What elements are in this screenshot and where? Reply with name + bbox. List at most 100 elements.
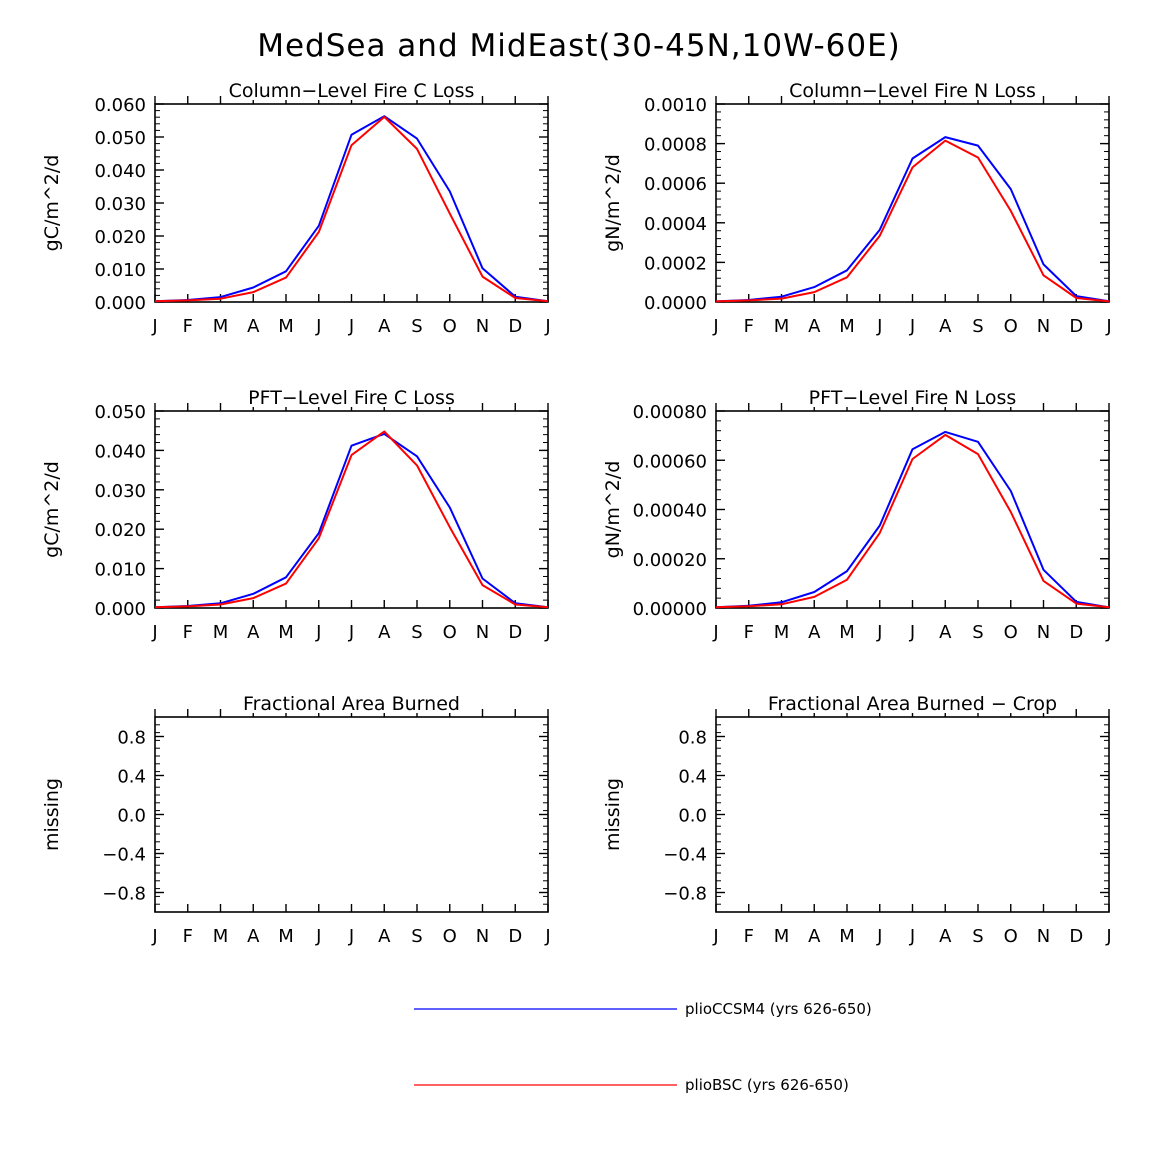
x-tick-label: S — [411, 622, 422, 643]
y-tick-label: 0.020 — [94, 227, 146, 248]
x-tick-label: O — [1004, 316, 1018, 337]
x-tick-label: N — [476, 316, 489, 337]
y-axis-label: missing — [602, 778, 624, 851]
series-line-plioCCSM4 — [715, 430, 1110, 609]
x-tick-label: J — [1105, 316, 1111, 337]
y-tick-label: 0.0 — [678, 806, 707, 827]
x-tick-label: S — [411, 316, 422, 337]
x-tick-label: N — [476, 622, 489, 643]
y-tick-label: 0.0 — [117, 806, 146, 827]
x-tick-label: A — [247, 622, 260, 643]
series-line-plioBSC — [715, 433, 1110, 609]
x-tick-label: A — [378, 926, 391, 947]
x-tick-label: F — [744, 926, 754, 947]
y-tick-label: 0.050 — [94, 402, 146, 423]
x-tick-label: A — [247, 926, 260, 947]
x-tick-label: A — [939, 316, 952, 337]
x-tick-label: S — [972, 622, 983, 643]
plot-frame — [715, 410, 1110, 609]
panel-title: Column−Level Fire C Loss — [229, 80, 475, 102]
y-tick-label: 0.050 — [94, 128, 146, 149]
x-tick-label: J — [876, 316, 882, 337]
x-tick-label: M — [213, 316, 229, 337]
y-tick-label: 0.0000 — [644, 293, 707, 314]
panel-title-bg — [225, 80, 478, 100]
x-tick-label: J — [151, 622, 157, 643]
x-tick-label: A — [808, 622, 821, 643]
x-tick-label: N — [1037, 622, 1050, 643]
y-tick-label: −0.4 — [663, 845, 707, 866]
y-tick-label: 0.000 — [94, 293, 146, 314]
plot-frame — [154, 716, 549, 913]
y-tick-label: 0.020 — [94, 520, 146, 541]
y-tick-label: −0.4 — [102, 845, 146, 866]
x-tick-label: F — [183, 622, 193, 643]
y-tick-label: 0.00080 — [633, 402, 707, 423]
y-tick-label: 0.8 — [678, 728, 707, 749]
x-tick-label: F — [183, 316, 193, 337]
x-tick-label: J — [348, 622, 354, 643]
y-tick-label: 0.0004 — [644, 214, 707, 235]
x-tick-label: N — [476, 926, 489, 947]
x-tick-label: J — [544, 926, 550, 947]
x-tick-label: J — [1105, 926, 1111, 947]
x-tick-label: J — [151, 926, 157, 947]
y-tick-label: −0.8 — [663, 884, 707, 905]
x-tick-label: M — [774, 316, 790, 337]
x-tick-label: J — [544, 622, 550, 643]
x-tick-label: J — [1105, 622, 1111, 643]
x-tick-label: O — [1004, 926, 1018, 947]
x-tick-label: D — [1069, 316, 1083, 337]
legend: plioCCSM4 (yrs 626-650) plioBSC (yrs 626… — [414, 1000, 872, 1094]
x-tick-label: M — [839, 316, 855, 337]
x-tick-label: D — [508, 926, 522, 947]
x-tick-label: D — [508, 316, 522, 337]
panel-1: J F M A M J J A S O N D J0.0000.0100.0200.0300.0400.… — [41, 80, 551, 337]
x-tick-label: J — [315, 926, 321, 947]
x-tick-label: J — [712, 926, 718, 947]
x-tick-label: J — [909, 316, 915, 337]
y-tick-label: 0.000 — [94, 599, 146, 620]
y-tick-label: 0.030 — [94, 481, 146, 502]
panel-title-bg — [764, 693, 1061, 713]
x-tick-label: M — [213, 926, 229, 947]
plot-frame — [715, 103, 1110, 303]
x-tick-label: J — [712, 622, 718, 643]
x-tick-label: F — [744, 622, 754, 643]
x-tick-label: J — [544, 316, 550, 337]
x-tick-label: O — [443, 622, 457, 643]
x-tick-label: A — [808, 316, 821, 337]
y-tick-label: 0.4 — [678, 767, 707, 788]
x-tick-label: J — [348, 926, 354, 947]
y-tick-label: 0.8 — [117, 728, 146, 749]
y-tick-label: 0.00020 — [633, 550, 707, 571]
y-axis-label: missing — [41, 778, 63, 851]
x-tick-label: J — [876, 926, 882, 947]
x-tick-label: J — [909, 622, 915, 643]
panel-2: J F M A M J J A S O N D J0.00000.00020.00040.00060.0… — [602, 80, 1112, 337]
panel-title-bg — [245, 387, 458, 407]
y-tick-label: 0.0008 — [644, 135, 707, 156]
x-tick-label: M — [774, 926, 790, 947]
y-axis-label: gN/m^2/d — [602, 154, 624, 252]
panel-title-bg — [805, 387, 1020, 407]
x-tick-label: A — [808, 926, 821, 947]
y-axis-label: gN/m^2/d — [602, 461, 624, 559]
x-tick-label: M — [278, 926, 294, 947]
x-tick-label: A — [378, 622, 391, 643]
x-tick-label: O — [443, 316, 457, 337]
y-tick-label: 0.030 — [94, 194, 146, 215]
x-tick-label: J — [909, 926, 915, 947]
series-line-plioCCSM4 — [715, 136, 1110, 303]
x-tick-label: D — [1069, 622, 1083, 643]
panel-title: Fractional Area Burned − Crop — [768, 693, 1057, 715]
x-tick-label: S — [411, 926, 422, 947]
panel-title: PFT−Level Fire C Loss — [248, 387, 455, 409]
x-tick-label: J — [315, 622, 321, 643]
y-tick-label: 0.0006 — [644, 174, 707, 195]
x-tick-label: S — [972, 926, 983, 947]
x-tick-label: A — [378, 316, 391, 337]
series-line-plioCCSM4 — [154, 115, 549, 303]
y-tick-label: 0.060 — [94, 95, 146, 116]
y-tick-label: 0.00000 — [633, 599, 707, 620]
